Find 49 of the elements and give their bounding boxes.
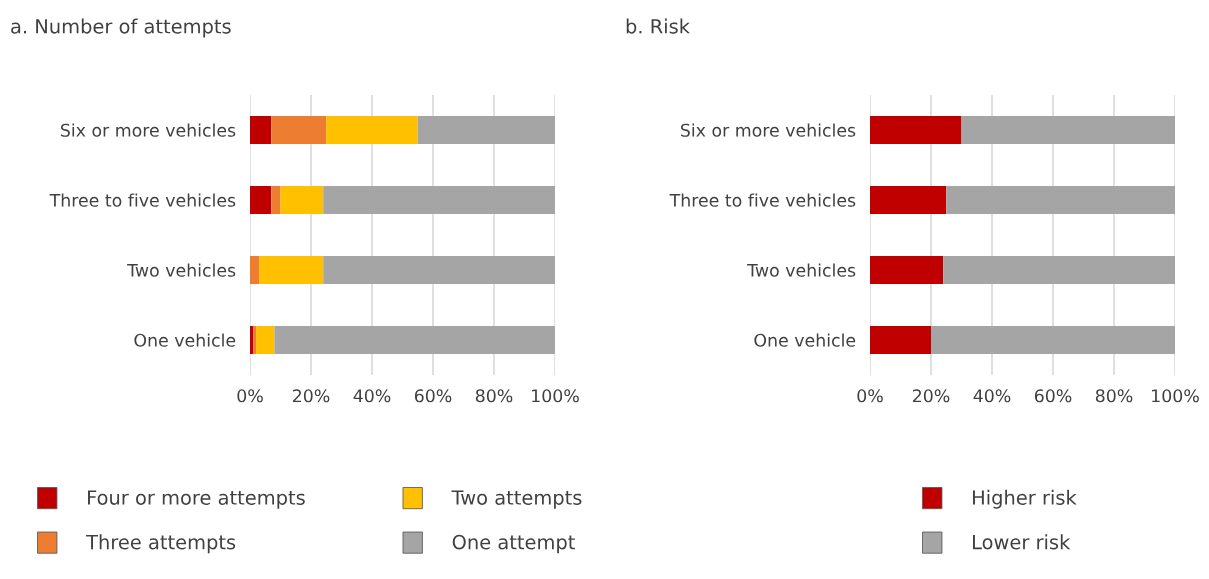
y-tick-label: Two vehicles — [127, 263, 236, 277]
bar — [271, 186, 281, 214]
y-tick-label: Three to five vehicles — [49, 193, 236, 207]
bar — [946, 186, 1175, 214]
legend-label: Higher risk — [973, 489, 1077, 509]
y-tick-label: Six or more vehicles — [680, 123, 856, 137]
y-tick-label: One vehicle — [754, 333, 856, 347]
legend-label: Three attempts — [86, 534, 236, 554]
bar — [271, 116, 327, 144]
x-tick-label: 80% — [475, 389, 513, 403]
bar — [326, 116, 418, 144]
bar — [870, 186, 947, 214]
bar — [961, 116, 1175, 144]
y-tick-label: One vehicle — [134, 333, 236, 347]
legend-label: Lower risk — [973, 534, 1071, 550]
bar — [280, 186, 324, 214]
bar — [250, 116, 272, 144]
x-tick-label: 80% — [1095, 389, 1133, 403]
bar — [323, 186, 555, 214]
x-tick-label: 40% — [973, 389, 1011, 403]
text: b. Risk — [626, 18, 690, 34]
x-tick-label: 100% — [532, 389, 579, 403]
x-tick-label: 0% — [857, 389, 883, 403]
bar — [250, 186, 272, 214]
bar — [417, 116, 555, 144]
y-tick-label: Two vehicles — [747, 263, 856, 277]
bar — [256, 326, 275, 354]
bar — [931, 326, 1175, 354]
legend-label: One attempt — [452, 534, 575, 554]
legend-label: Four or more attempts — [88, 490, 305, 509]
x-tick-label: 40% — [353, 389, 391, 403]
bar — [870, 326, 931, 354]
chart-title: a. Number of attempts — [11, 18, 231, 38]
legend-label: Two attempts — [451, 490, 582, 509]
x-tick-label: 60% — [414, 389, 452, 403]
x-tick-label: 0% — [237, 389, 263, 403]
x-tick-label: 60% — [1034, 389, 1072, 403]
bar — [943, 256, 1175, 284]
x-tick-label: 20% — [292, 389, 330, 403]
bar — [870, 256, 944, 284]
x-tick-label: 100% — [1152, 389, 1199, 403]
bar — [250, 256, 260, 284]
y-tick-label: Six or more vehicles — [60, 123, 236, 137]
bar — [323, 256, 555, 284]
x-tick-label: 20% — [912, 389, 950, 403]
bar — [274, 326, 555, 354]
y-tick-label: Three to five vehicles — [669, 193, 856, 207]
bar — [259, 256, 324, 284]
bar — [870, 116, 962, 144]
